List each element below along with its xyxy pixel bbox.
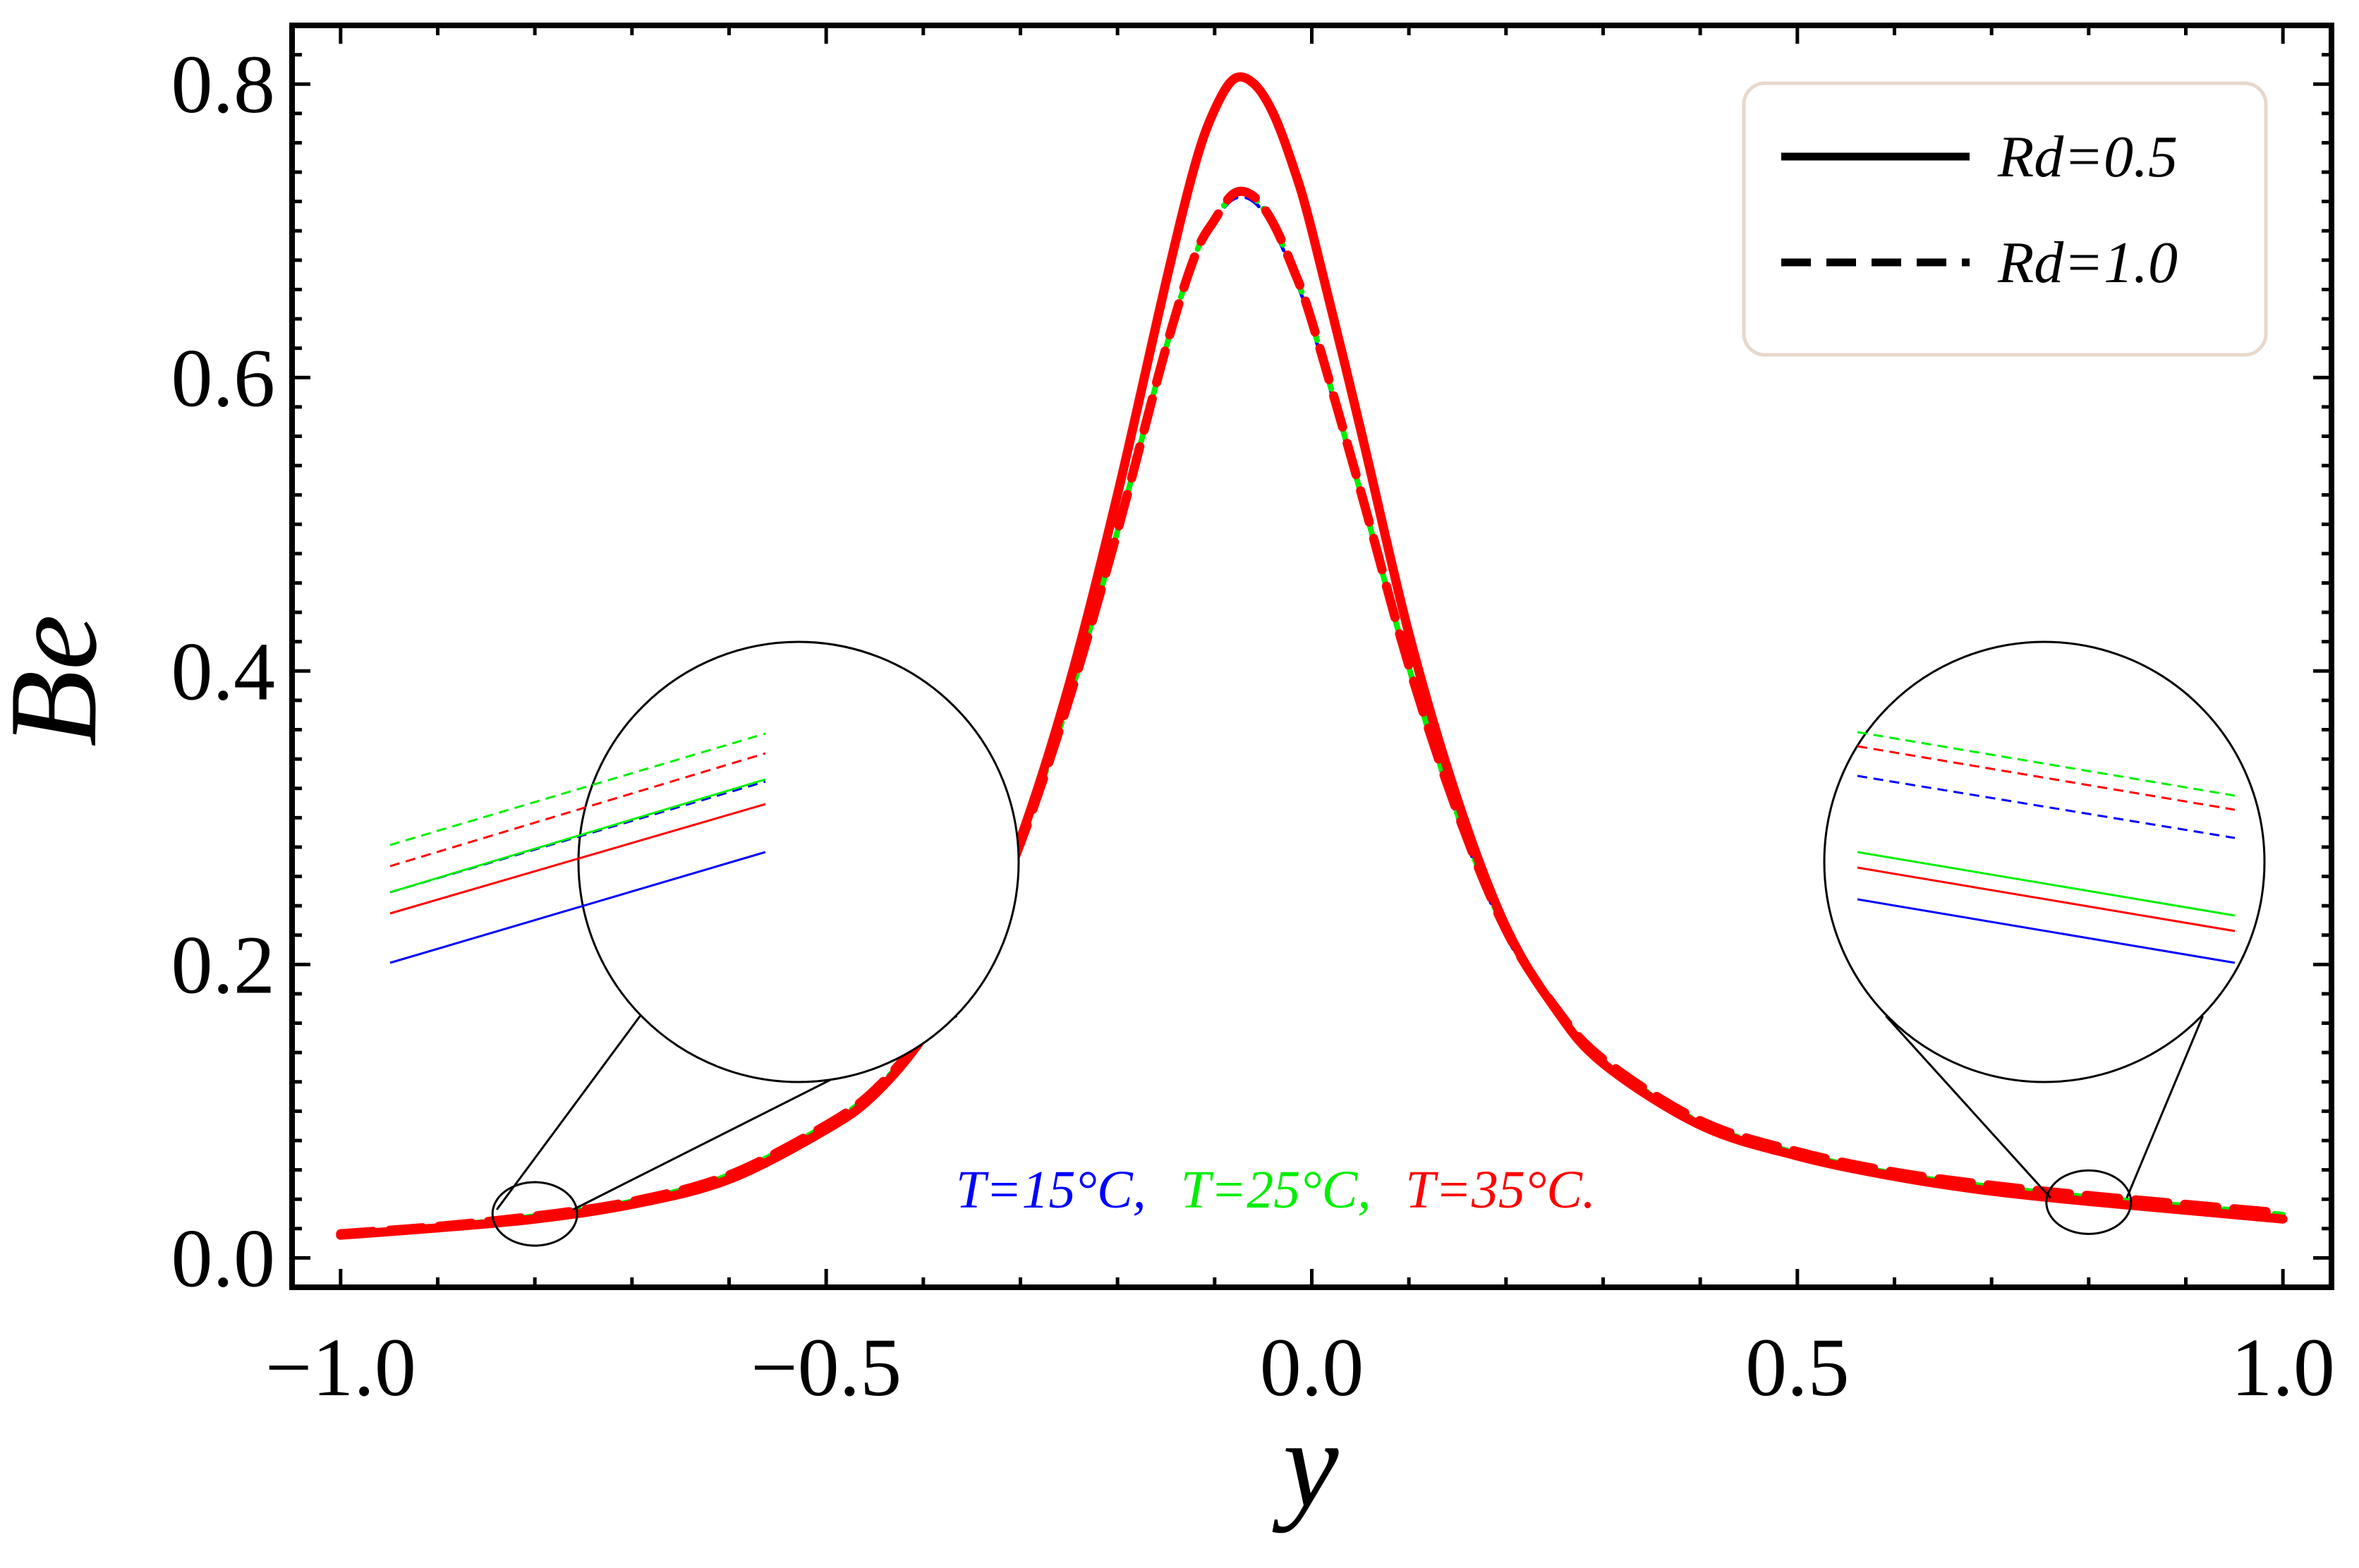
zoom-marker-left <box>491 1181 578 1247</box>
zoom-connector-right <box>1885 1015 2051 1199</box>
x-tick-label: 0.0 <box>1260 1321 1364 1414</box>
zoom-connector-left <box>495 1015 641 1210</box>
annotation-t15: T=15°C, <box>956 1160 1146 1220</box>
x-tick-label: 1.0 <box>2231 1321 2335 1414</box>
y-tick-label: 0.0 <box>171 1212 276 1304</box>
zoom-circle-left <box>577 640 1020 1083</box>
zoom-line-right <box>1857 866 2236 932</box>
legend: Rd=0.5 Rd=1.0 <box>1742 81 2268 357</box>
zoom-line-left <box>389 752 766 868</box>
y-axis-label: Be <box>0 614 123 747</box>
zoom-line-right <box>1857 851 2236 917</box>
x-axis-label: y <box>1272 1394 1339 1533</box>
zoom-line-left <box>389 851 766 964</box>
legend-label-rd10: Rd=1.0 <box>1997 230 2178 296</box>
zoom-circle-right <box>1823 640 2266 1083</box>
zoom-line-left <box>389 778 766 894</box>
x-tick-label: −0.5 <box>751 1321 902 1414</box>
legend-box <box>1742 81 2268 357</box>
y-tick-label: 0.6 <box>171 332 276 424</box>
y-tick-label: 0.8 <box>171 38 276 130</box>
y-tick-label: 0.4 <box>171 625 276 717</box>
series-line-rd05-t35 <box>336 72 2288 1240</box>
zoom-marker-right <box>2045 1169 2133 1235</box>
annotation-t25: T=25°C, <box>1181 1160 1371 1220</box>
zoom-line-right <box>1857 898 2236 964</box>
y-tick-label: 0.2 <box>171 918 276 1011</box>
plot-area <box>336 72 2288 1240</box>
annotation-t35: T=35°C. <box>1405 1160 1596 1220</box>
x-tick-label: 0.5 <box>1745 1321 1850 1414</box>
x-tick-label: −1.0 <box>265 1321 416 1414</box>
zoom-line-left <box>389 732 766 846</box>
zoom-line-left <box>389 803 766 915</box>
legend-label-rd05: Rd=0.5 <box>1997 124 2178 190</box>
axis-ticks: −1.0 −0.5 0.0 0.5 1.0 0.0 0.2 0.4 0.6 0.8 <box>171 25 2335 1414</box>
zoom-connector-right <box>2125 1015 2205 1198</box>
zoom-insets <box>389 640 2266 1247</box>
temperature-annotation: T=15°C, T=25°C, T=35°C. <box>956 1160 1596 1220</box>
